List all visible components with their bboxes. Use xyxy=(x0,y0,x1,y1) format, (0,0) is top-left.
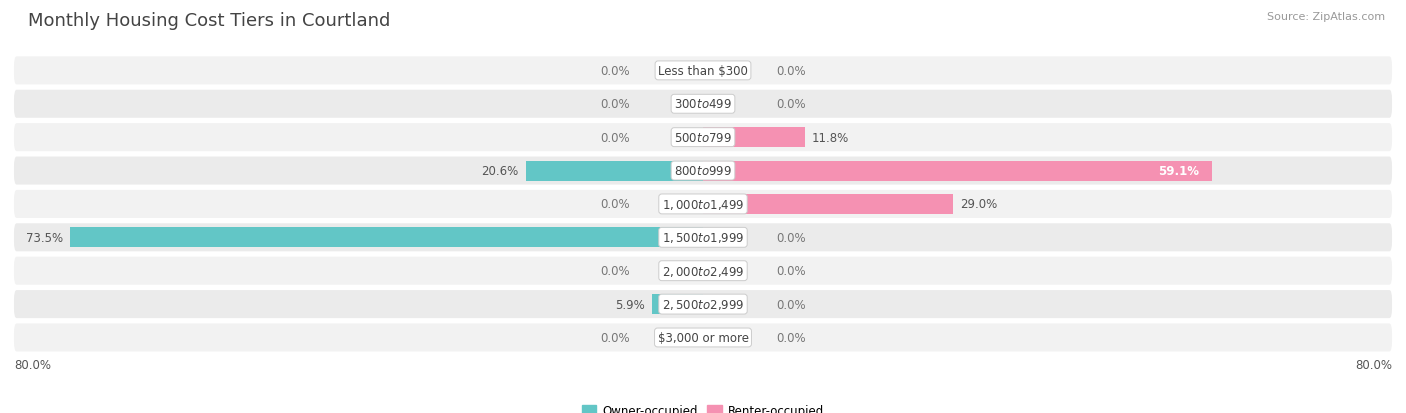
Text: $1,500 to $1,999: $1,500 to $1,999 xyxy=(662,231,744,245)
Text: 0.0%: 0.0% xyxy=(600,331,630,344)
Text: 0.0%: 0.0% xyxy=(600,198,630,211)
Text: Monthly Housing Cost Tiers in Courtland: Monthly Housing Cost Tiers in Courtland xyxy=(28,12,391,30)
Text: 0.0%: 0.0% xyxy=(776,65,806,78)
Text: 0.0%: 0.0% xyxy=(600,131,630,144)
Bar xyxy=(703,161,1212,181)
Text: 20.6%: 20.6% xyxy=(481,165,519,178)
FancyBboxPatch shape xyxy=(14,224,1392,252)
Text: 0.0%: 0.0% xyxy=(600,65,630,78)
Text: $2,000 to $2,499: $2,000 to $2,499 xyxy=(662,264,744,278)
Text: 11.8%: 11.8% xyxy=(811,131,849,144)
Bar xyxy=(703,128,804,148)
Text: $3,000 or more: $3,000 or more xyxy=(658,331,748,344)
FancyBboxPatch shape xyxy=(14,190,1392,218)
FancyBboxPatch shape xyxy=(14,157,1392,185)
Text: 0.0%: 0.0% xyxy=(600,265,630,278)
Text: 29.0%: 29.0% xyxy=(960,198,997,211)
Text: 5.9%: 5.9% xyxy=(616,298,645,311)
Text: $300 to $499: $300 to $499 xyxy=(673,98,733,111)
Bar xyxy=(70,228,703,248)
Text: 0.0%: 0.0% xyxy=(776,98,806,111)
Text: $800 to $999: $800 to $999 xyxy=(673,165,733,178)
Text: 73.5%: 73.5% xyxy=(27,231,63,244)
FancyBboxPatch shape xyxy=(14,290,1392,318)
Text: 80.0%: 80.0% xyxy=(1355,358,1392,371)
Text: $1,000 to $1,499: $1,000 to $1,499 xyxy=(662,197,744,211)
Bar xyxy=(703,195,953,214)
Text: 0.0%: 0.0% xyxy=(776,298,806,311)
Text: 59.1%: 59.1% xyxy=(1159,165,1199,178)
Text: 0.0%: 0.0% xyxy=(600,98,630,111)
FancyBboxPatch shape xyxy=(14,124,1392,152)
Text: 80.0%: 80.0% xyxy=(14,358,51,371)
FancyBboxPatch shape xyxy=(14,57,1392,85)
Bar xyxy=(526,161,703,181)
Text: Source: ZipAtlas.com: Source: ZipAtlas.com xyxy=(1267,12,1385,22)
FancyBboxPatch shape xyxy=(14,90,1392,119)
FancyBboxPatch shape xyxy=(14,324,1392,351)
Text: $2,500 to $2,999: $2,500 to $2,999 xyxy=(662,297,744,311)
Bar xyxy=(652,294,703,314)
FancyBboxPatch shape xyxy=(14,257,1392,285)
Legend: Owner-occupied, Renter-occupied: Owner-occupied, Renter-occupied xyxy=(578,399,828,413)
Text: 0.0%: 0.0% xyxy=(776,331,806,344)
Text: 0.0%: 0.0% xyxy=(776,231,806,244)
Text: $500 to $799: $500 to $799 xyxy=(673,131,733,144)
Text: Less than $300: Less than $300 xyxy=(658,65,748,78)
Text: 0.0%: 0.0% xyxy=(776,265,806,278)
